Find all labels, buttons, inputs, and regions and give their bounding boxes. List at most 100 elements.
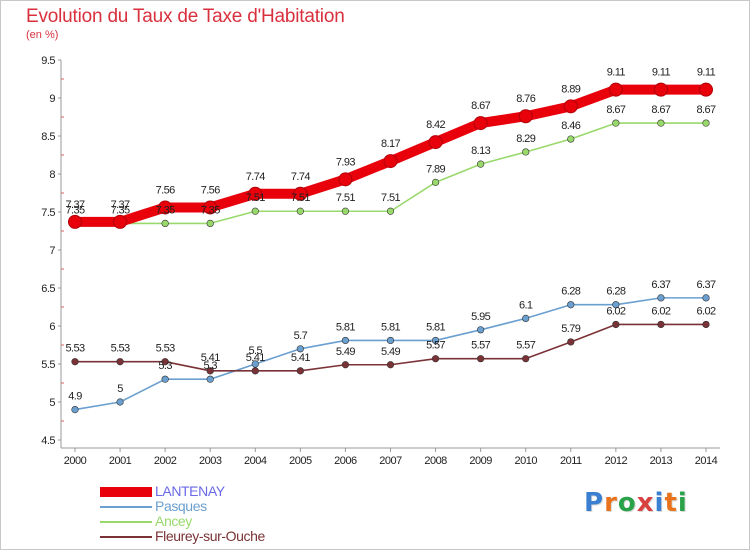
proxiti-logo: Proxiti (584, 488, 688, 518)
x-tick-label: 2006 (334, 455, 357, 467)
data-label: 6.28 (561, 286, 580, 298)
x-tick-label: 2013 (650, 455, 673, 467)
data-point (161, 219, 169, 227)
x-tick-label: 2010 (514, 455, 537, 467)
data-label: 7.56 (156, 184, 175, 196)
data-point (113, 214, 128, 229)
data-point (702, 320, 710, 329)
data-label: 7.37 (65, 199, 84, 211)
data-label: 5.7 (294, 330, 308, 342)
data-point (338, 172, 353, 187)
data-label: 5.49 (381, 346, 400, 358)
data-label: 8.29 (516, 133, 535, 145)
data-point (567, 301, 575, 309)
data-point (522, 355, 530, 363)
data-point (612, 119, 620, 127)
logo-letter: i (677, 488, 688, 518)
data-label: 8.46 (561, 120, 580, 132)
data-point (71, 406, 79, 414)
data-label: 7.89 (426, 163, 445, 175)
data-label: 8.67 (606, 104, 625, 116)
data-label: 6.37 (696, 279, 715, 291)
data-label: 8.76 (516, 93, 535, 105)
data-label: 5 (117, 383, 123, 395)
data-point (383, 154, 398, 169)
chart-data-points (68, 82, 713, 414)
data-label: 5.49 (336, 346, 355, 358)
data-label: 8.13 (471, 145, 490, 157)
x-tick-label: 2014 (695, 455, 718, 467)
data-point (296, 367, 304, 375)
data-point (431, 355, 440, 363)
data-point (203, 200, 218, 215)
chart-data-labels: 7.37 7.37 7.56 7.56 7.74 7.74 7.93 8.17 8.42 8.67… (65, 67, 716, 403)
x-tick-label: 2004 (244, 455, 267, 467)
data-label: 5.57 (426, 340, 445, 352)
legend-label: Pasques (155, 498, 207, 514)
x-tick-label: 2003 (199, 455, 222, 467)
data-label: 7.35 (201, 204, 220, 216)
data-label: 5.81 (336, 321, 355, 333)
data-label: 7.51 (246, 192, 265, 204)
data-point (657, 320, 665, 329)
data-point (699, 82, 713, 97)
x-tick-label: 2000 (64, 455, 87, 467)
data-label: 7.74 (246, 171, 265, 183)
data-label: 5.81 (381, 321, 400, 333)
data-label: 8.17 (381, 138, 400, 150)
y-tick-label: 4.5 (41, 435, 55, 447)
data-point (431, 178, 440, 186)
legend-swatch (100, 535, 152, 538)
data-label: 7.35 (65, 204, 84, 216)
data-point (518, 109, 533, 124)
data-label: 7.35 (156, 204, 175, 216)
data-point (612, 320, 620, 329)
data-point (206, 375, 214, 383)
y-tick-label: 5.5 (41, 359, 55, 371)
data-point (522, 314, 530, 323)
data-point (428, 135, 443, 150)
data-label: 7.93 (336, 156, 355, 168)
data-point (293, 186, 308, 201)
data-label: 8.67 (471, 100, 490, 112)
legend-swatch (100, 486, 152, 497)
legend-label: LANTENAY (155, 483, 225, 499)
data-point (116, 358, 124, 366)
data-label: 6.37 (651, 279, 670, 291)
x-tick-label: 2009 (469, 455, 492, 467)
data-label: 8.89 (561, 83, 580, 95)
legend-swatch (100, 505, 152, 508)
data-label: 7.51 (291, 192, 310, 204)
y-tick-label: 9 (49, 93, 55, 105)
data-label: 8.67 (696, 104, 715, 116)
y-tick-label: 6 (49, 321, 55, 333)
logo-letter: x (636, 488, 655, 518)
x-tick-label: 2011 (560, 455, 582, 467)
data-label: 5.95 (471, 311, 490, 323)
data-point (71, 358, 79, 366)
data-label: 5.81 (426, 321, 445, 333)
data-point (158, 200, 173, 215)
data-point (206, 367, 214, 375)
x-tick-label: 2007 (379, 455, 402, 467)
data-label: 5.3 (203, 360, 217, 372)
data-point (653, 82, 668, 97)
data-point (251, 207, 259, 215)
y-tick-label: 8 (49, 169, 55, 181)
x-tick-label: 2012 (605, 455, 628, 467)
data-point (702, 294, 710, 302)
data-label: 7.56 (201, 184, 220, 196)
data-label: 5.57 (471, 340, 490, 352)
y-tick-label: 7 (49, 245, 55, 257)
data-label: 5.53 (111, 343, 130, 355)
data-label: 7.35 (111, 204, 130, 216)
data-label: 5.41 (201, 352, 220, 364)
legend-label: Fleurey-sur-Ouche (155, 528, 265, 544)
data-point (296, 207, 304, 215)
data-point (431, 336, 440, 345)
data-point (341, 207, 350, 215)
data-label: 5.53 (65, 343, 84, 355)
data-label: 5.79 (561, 323, 580, 335)
data-point (702, 119, 710, 127)
data-label: 5.41 (246, 352, 265, 364)
